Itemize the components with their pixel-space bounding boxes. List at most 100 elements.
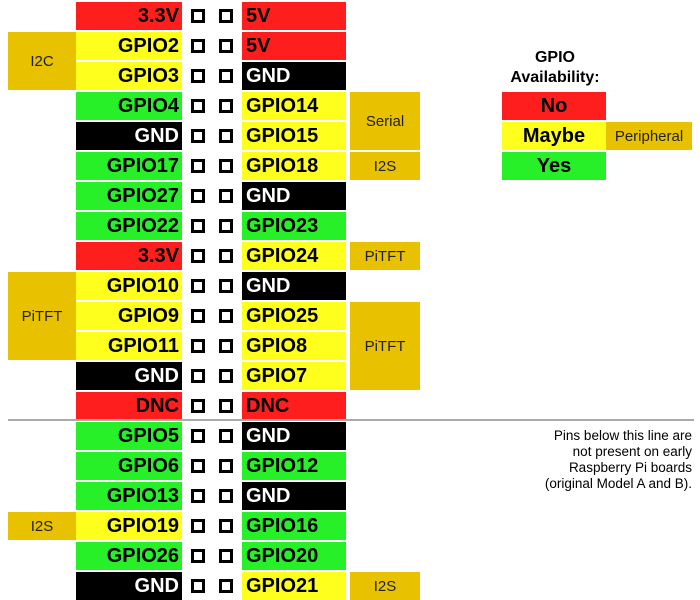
- pin-square-icon: [191, 249, 205, 263]
- pin-label-right: GPIO15: [242, 122, 346, 150]
- peripheral-label: I2S: [373, 577, 397, 595]
- pin-square-icon: [191, 399, 205, 413]
- pin-square-icon: [191, 459, 205, 473]
- peripheral-label: PiTFT: [21, 307, 63, 325]
- pin-label-right: DNC: [242, 392, 346, 420]
- pin-square-icon: [191, 579, 205, 593]
- pin-square-icon: [191, 189, 205, 203]
- legend-peripheral: Peripheral: [606, 122, 692, 150]
- peripheral-label: Serial: [365, 112, 405, 130]
- pin-square-icon: [219, 309, 233, 323]
- peripheral-label: I2S: [373, 157, 397, 175]
- pin-square-icon: [191, 39, 205, 53]
- early-board-note: Pins below this line are not present on …: [486, 428, 692, 492]
- pin-label-left: GND: [76, 362, 182, 390]
- pin-label-right: 5V: [242, 32, 346, 60]
- pin-square-icon: [191, 309, 205, 323]
- pin-label-left: GPIO11: [76, 332, 182, 360]
- pin-label-left: GPIO22: [76, 212, 182, 240]
- note-line: not present on early: [572, 444, 692, 459]
- pin-square-icon: [219, 459, 233, 473]
- pin-label-right: GND: [242, 62, 346, 90]
- pin-label-right: GPIO25: [242, 302, 346, 330]
- pin-label-left: GPIO26: [76, 542, 182, 570]
- peripheral-box: PiTFT: [350, 242, 420, 270]
- pin-label-left: GPIO6: [76, 452, 182, 480]
- pin-label-right: GPIO7: [242, 362, 346, 390]
- peripheral-box: I2S: [350, 152, 420, 180]
- legend-peripheral-label: Peripheral: [614, 127, 684, 145]
- pin-label-right: GPIO12: [242, 452, 346, 480]
- peripheral-box: Serial: [350, 92, 420, 150]
- pin-label-left: GPIO17: [76, 152, 182, 180]
- early-board-divider: [8, 419, 694, 421]
- pin-label-left: GPIO3: [76, 62, 182, 90]
- pin-label-right: GPIO24: [242, 242, 346, 270]
- pin-square-icon: [191, 69, 205, 83]
- pin-label-left: DNC: [76, 392, 182, 420]
- pin-label-right: GPIO14: [242, 92, 346, 120]
- pin-label-left: GPIO5: [76, 422, 182, 450]
- pin-label-left: GPIO10: [76, 272, 182, 300]
- pin-square-icon: [219, 129, 233, 143]
- pin-square-icon: [191, 429, 205, 443]
- pin-square-icon: [191, 279, 205, 293]
- pin-square-icon: [219, 249, 233, 263]
- pin-square-icon: [191, 549, 205, 563]
- pin-square-icon: [219, 549, 233, 563]
- peripheral-box: I2S: [8, 512, 76, 540]
- pin-label-right: 5V: [242, 2, 346, 30]
- legend-item-no: No: [502, 92, 606, 120]
- pin-label-left: GPIO4: [76, 92, 182, 120]
- pin-square-icon: [219, 429, 233, 443]
- peripheral-label: PiTFT: [364, 337, 406, 355]
- pin-square-icon: [191, 339, 205, 353]
- pin-square-icon: [219, 489, 233, 503]
- pin-square-icon: [219, 99, 233, 113]
- pin-label-left: 3.3V: [76, 242, 182, 270]
- pin-square-icon: [219, 219, 233, 233]
- pin-square-icon: [219, 369, 233, 383]
- pin-square-icon: [191, 219, 205, 233]
- note-line: (original Model A and B).: [544, 476, 692, 491]
- peripheral-label: I2C: [30, 52, 54, 70]
- pin-square-icon: [219, 279, 233, 293]
- pin-label-left: GND: [76, 122, 182, 150]
- legend-item-yes: Yes: [502, 152, 606, 180]
- peripheral-box: I2C: [8, 32, 76, 90]
- pin-label-left: GPIO13: [76, 482, 182, 510]
- pin-square-icon: [191, 159, 205, 173]
- pin-square-icon: [219, 519, 233, 533]
- pin-square-icon: [191, 489, 205, 503]
- pin-square-icon: [191, 99, 205, 113]
- pin-square-icon: [191, 519, 205, 533]
- pin-label-left: GPIO27: [76, 182, 182, 210]
- pin-label-right: GPIO23: [242, 212, 346, 240]
- pin-square-icon: [219, 69, 233, 83]
- pin-square-icon: [219, 189, 233, 203]
- pin-square-icon: [219, 39, 233, 53]
- pin-label-left: GND: [76, 572, 182, 600]
- pin-label-left: 3.3V: [76, 2, 182, 30]
- pin-label-right: GPIO21: [242, 572, 346, 600]
- pin-label-right: GPIO16: [242, 512, 346, 540]
- pin-label-right: GND: [242, 422, 346, 450]
- pin-square-icon: [219, 339, 233, 353]
- pin-label-right: GND: [242, 272, 346, 300]
- pin-label-right: GPIO18: [242, 152, 346, 180]
- peripheral-box: PiTFT: [350, 302, 420, 390]
- legend-item-maybe: Maybe: [502, 122, 606, 150]
- peripheral-label: PiTFT: [364, 247, 406, 265]
- pin-square-icon: [219, 399, 233, 413]
- peripheral-box: I2S: [350, 572, 420, 600]
- pin-label-left: GPIO9: [76, 302, 182, 330]
- legend-title: GPIO Availability:: [510, 49, 600, 86]
- pin-square-icon: [219, 159, 233, 173]
- pin-label-right: GPIO20: [242, 542, 346, 570]
- pin-square-icon: [191, 9, 205, 23]
- pin-square-icon: [219, 9, 233, 23]
- pin-square-icon: [191, 369, 205, 383]
- pin-label-left: GPIO2: [76, 32, 182, 60]
- pin-square-icon: [191, 129, 205, 143]
- pin-label-right: GND: [242, 182, 346, 210]
